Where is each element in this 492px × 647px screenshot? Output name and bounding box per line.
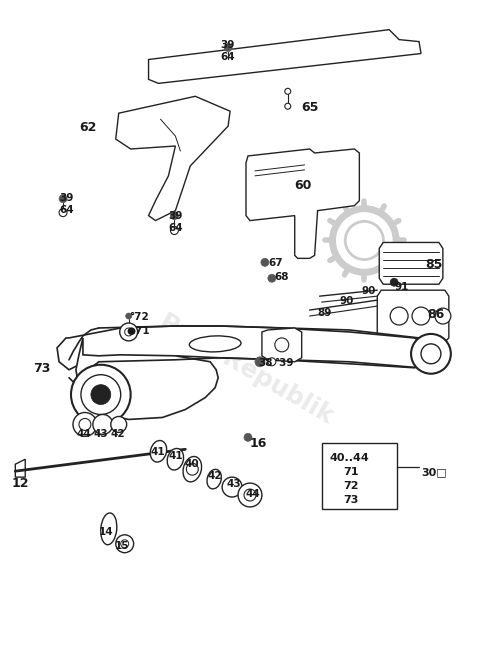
Circle shape xyxy=(186,463,198,475)
Text: 91: 91 xyxy=(394,282,408,292)
Ellipse shape xyxy=(151,441,167,462)
Circle shape xyxy=(79,419,91,430)
Polygon shape xyxy=(262,328,302,362)
Text: 39: 39 xyxy=(59,193,73,203)
Circle shape xyxy=(71,365,131,424)
Text: 16: 16 xyxy=(250,437,267,450)
Text: 90: 90 xyxy=(339,296,354,306)
Circle shape xyxy=(275,338,289,352)
Circle shape xyxy=(244,489,256,501)
Text: ●71: ●71 xyxy=(126,326,150,336)
Circle shape xyxy=(59,208,67,217)
Text: 39: 39 xyxy=(220,39,235,50)
Text: 38: 38 xyxy=(258,358,273,367)
Circle shape xyxy=(116,535,134,553)
Circle shape xyxy=(285,104,291,109)
Text: °72: °72 xyxy=(129,312,149,322)
Ellipse shape xyxy=(189,336,241,352)
Circle shape xyxy=(121,540,129,548)
Circle shape xyxy=(412,307,430,325)
Polygon shape xyxy=(377,291,449,342)
Text: 41: 41 xyxy=(151,447,165,457)
Text: PartsRepublik: PartsRepublik xyxy=(154,310,338,430)
Bar xyxy=(322,443,397,509)
Text: 39: 39 xyxy=(168,211,183,221)
Text: 42: 42 xyxy=(111,430,125,439)
Text: 64: 64 xyxy=(59,204,74,215)
Text: 43: 43 xyxy=(226,479,241,489)
Text: 86: 86 xyxy=(427,308,444,321)
Text: 40: 40 xyxy=(184,459,199,469)
Text: 65: 65 xyxy=(302,102,319,115)
Circle shape xyxy=(421,344,441,364)
Text: 89: 89 xyxy=(318,308,332,318)
Polygon shape xyxy=(116,96,230,221)
Text: 68: 68 xyxy=(275,272,289,282)
Text: 73: 73 xyxy=(343,495,359,505)
Text: 67: 67 xyxy=(268,258,282,269)
Text: 64: 64 xyxy=(220,52,235,61)
Circle shape xyxy=(390,307,408,325)
Circle shape xyxy=(224,43,232,52)
Text: 42: 42 xyxy=(207,471,222,481)
Ellipse shape xyxy=(101,513,117,545)
Polygon shape xyxy=(246,149,359,258)
Text: 12: 12 xyxy=(11,477,29,490)
Text: 73: 73 xyxy=(33,362,51,375)
Circle shape xyxy=(285,89,291,94)
Text: 90: 90 xyxy=(361,286,376,296)
Circle shape xyxy=(111,417,126,432)
Circle shape xyxy=(125,313,132,319)
Circle shape xyxy=(222,477,242,497)
Ellipse shape xyxy=(167,448,184,470)
Ellipse shape xyxy=(207,469,221,489)
Circle shape xyxy=(91,385,111,404)
Circle shape xyxy=(81,375,121,415)
Circle shape xyxy=(244,433,252,441)
Circle shape xyxy=(170,226,179,234)
Circle shape xyxy=(124,328,133,336)
Text: 15: 15 xyxy=(115,541,129,551)
Text: 43: 43 xyxy=(94,430,109,439)
Circle shape xyxy=(73,413,97,436)
Circle shape xyxy=(93,415,113,434)
Text: °39: °39 xyxy=(274,358,293,367)
Polygon shape xyxy=(379,243,443,284)
Text: 14: 14 xyxy=(99,527,114,537)
Circle shape xyxy=(261,258,269,267)
Circle shape xyxy=(120,323,138,341)
Ellipse shape xyxy=(183,457,202,482)
Circle shape xyxy=(268,358,276,366)
Text: 40..44: 40..44 xyxy=(330,454,369,463)
Circle shape xyxy=(390,278,398,286)
Polygon shape xyxy=(76,338,218,419)
Text: 72: 72 xyxy=(343,481,359,491)
Circle shape xyxy=(435,308,451,324)
Circle shape xyxy=(411,334,451,374)
Circle shape xyxy=(268,274,276,282)
Circle shape xyxy=(170,212,179,219)
Text: 60: 60 xyxy=(295,179,312,192)
Circle shape xyxy=(238,483,262,507)
Text: 44: 44 xyxy=(77,430,92,439)
Text: 71: 71 xyxy=(343,467,359,477)
Circle shape xyxy=(59,195,67,203)
Text: 41: 41 xyxy=(168,451,183,461)
Text: 62: 62 xyxy=(79,121,96,134)
Text: 85: 85 xyxy=(425,258,442,271)
Polygon shape xyxy=(15,459,25,477)
Circle shape xyxy=(255,356,265,367)
Polygon shape xyxy=(149,30,421,83)
Text: 64: 64 xyxy=(168,223,183,232)
Text: 44: 44 xyxy=(246,489,261,499)
Polygon shape xyxy=(57,326,431,369)
Text: 30□: 30□ xyxy=(421,467,447,477)
